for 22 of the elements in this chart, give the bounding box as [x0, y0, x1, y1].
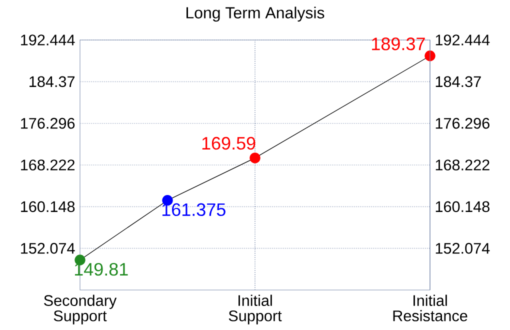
- y-tick-label: 160.148: [21, 201, 75, 212]
- y-tick-label: 184.37: [30, 76, 75, 88]
- y-tick-label: 176.296: [21, 118, 75, 129]
- data-label: 169.59: [202, 136, 256, 150]
- data-label: 149.81: [74, 262, 128, 276]
- point: [424, 50, 436, 62]
- y2-tick-label: 192.444: [436, 34, 490, 46]
- y-tick-label: 152.074: [21, 242, 75, 254]
- y2-tick-label: 168.222: [436, 160, 490, 170]
- y-tick-label: 192.444: [21, 34, 75, 46]
- y2-tick-label: 160.148: [436, 201, 490, 212]
- x-tick-label: Initial Resistance: [393, 294, 468, 322]
- point: [250, 152, 260, 164]
- data-label: 189.37: [372, 38, 425, 50]
- y2-tick-label: 152.074: [436, 242, 490, 254]
- y2-tick-label: 184.37: [436, 76, 481, 88]
- chart-title: Long Term Analysis: [186, 6, 324, 22]
- x-tick-label: Secondary Support: [44, 294, 117, 324]
- y-tick-label: 168.222: [21, 160, 75, 170]
- data-label: 161.375: [162, 203, 226, 216]
- x-tick-label: Initial Support: [228, 294, 282, 324]
- y2-tick-label: 176.296: [436, 118, 490, 129]
